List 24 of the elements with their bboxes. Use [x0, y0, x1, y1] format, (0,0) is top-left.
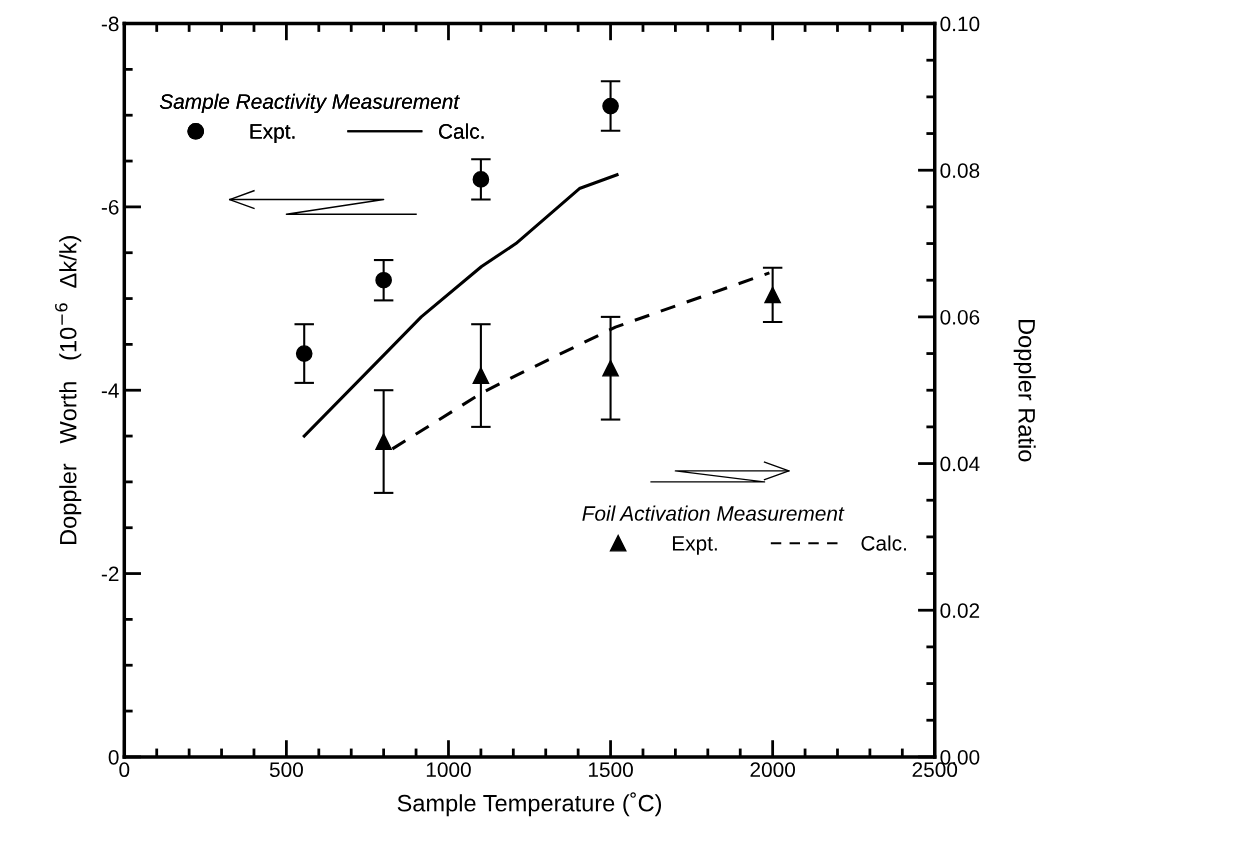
y2-tick-label: 0.10	[940, 16, 980, 32]
y-tick-label: 0	[108, 749, 119, 765]
legend-label: Expt.	[250, 124, 295, 143]
y2-axis-title: Doppler Ratio	[1013, 319, 1036, 462]
legend-label: Calc.	[861, 535, 906, 551]
y-tick-label: -8	[101, 16, 119, 32]
y-tick-label: -4	[101, 383, 119, 398]
y-tick-label: -6	[101, 199, 119, 215]
annotation: Sample Reactivity Measurement	[159, 93, 460, 114]
x-tick-label: 0	[119, 762, 130, 778]
x-tick-label: 1000	[426, 762, 471, 778]
y-tick-label: -2	[101, 566, 119, 582]
y-axis-title: Doppler Worth (10$^{−6}$ Δk/k)	[55, 236, 82, 544]
legend-label: Calc.	[439, 123, 484, 139]
x-tick-label: 1500	[588, 762, 633, 778]
x-tick-label: 500	[269, 762, 303, 778]
x-tick-label: 2000	[750, 762, 796, 778]
y2-tick-label: 0.02	[940, 603, 980, 618]
y2-tick-label: 0.04	[940, 456, 980, 472]
y2-tick-label: 0.06	[940, 309, 980, 325]
y2-tick-label: 0.08	[940, 163, 980, 178]
legend-label: Expt.	[672, 536, 717, 555]
annotation: Foil Activation Measurement	[582, 505, 845, 521]
x-axis-title: Sample Temperature (˚C)	[397, 792, 662, 817]
